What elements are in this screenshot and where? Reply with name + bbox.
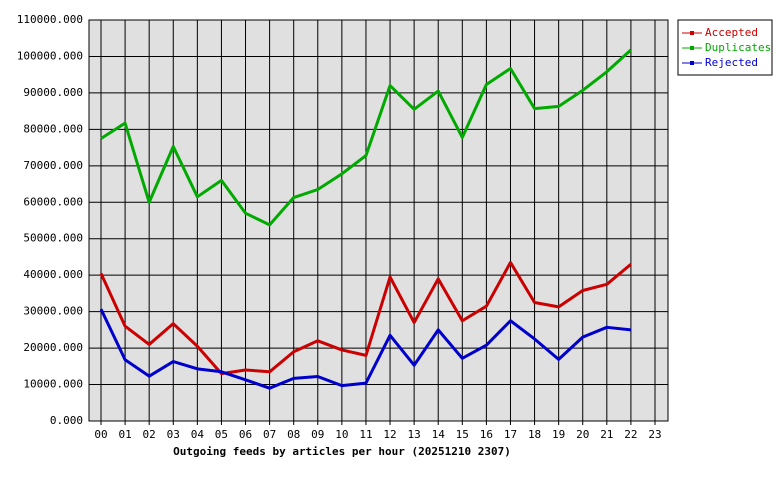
legend-label: Duplicates bbox=[705, 41, 771, 54]
x-axis-label: Outgoing feeds by articles per hour (202… bbox=[173, 445, 511, 458]
x-tick-label: 05 bbox=[215, 428, 228, 441]
x-tick-label: 04 bbox=[191, 428, 205, 441]
x-tick-label: 22 bbox=[624, 428, 637, 441]
x-tick-label: 16 bbox=[480, 428, 493, 441]
x-tick-label: 17 bbox=[504, 428, 517, 441]
x-tick-label: 07 bbox=[263, 428, 276, 441]
y-tick-label: 20000.000 bbox=[23, 341, 83, 354]
x-tick-label: 19 bbox=[552, 428, 565, 441]
y-tick-label: 50000.000 bbox=[23, 232, 83, 245]
x-tick-label: 20 bbox=[576, 428, 589, 441]
y-tick-label: 90000.000 bbox=[23, 86, 83, 99]
y-tick-label: 80000.000 bbox=[23, 122, 83, 135]
x-tick-label: 23 bbox=[648, 428, 661, 441]
x-tick-label: 21 bbox=[600, 428, 613, 441]
x-tick-label: 06 bbox=[239, 428, 252, 441]
y-tick-label: 30000.000 bbox=[23, 305, 83, 318]
y-tick-label: 40000.000 bbox=[23, 268, 83, 281]
x-tick-label: 02 bbox=[143, 428, 156, 441]
legend-marker bbox=[690, 61, 694, 65]
x-tick-label: 15 bbox=[456, 428, 469, 441]
y-tick-label: 110000.000 bbox=[17, 13, 83, 26]
series-line bbox=[99, 308, 632, 390]
x-tick-label: 09 bbox=[311, 428, 324, 441]
x-tick-label: 14 bbox=[432, 428, 446, 441]
legend-marker bbox=[690, 46, 694, 50]
series-line bbox=[100, 48, 632, 227]
y-tick-label: 10000.000 bbox=[23, 378, 83, 391]
x-tick-label: 00 bbox=[94, 428, 107, 441]
y-tick-label: 70000.000 bbox=[23, 159, 83, 172]
y-tick-label: 0.000 bbox=[50, 414, 83, 427]
x-tick-label: 10 bbox=[335, 428, 348, 441]
x-tick-label: 11 bbox=[359, 428, 372, 441]
x-tick-label: 08 bbox=[287, 428, 300, 441]
legend-label: Rejected bbox=[705, 56, 758, 69]
x-tick-label: 13 bbox=[408, 428, 421, 441]
x-tick-label: 03 bbox=[167, 428, 180, 441]
y-tick-label: 100000.000 bbox=[17, 49, 83, 62]
x-tick-label: 01 bbox=[118, 428, 131, 441]
series-line bbox=[99, 260, 632, 376]
x-tick-label: 18 bbox=[528, 428, 541, 441]
y-tick-label: 60000.000 bbox=[23, 195, 83, 208]
legend-label: Accepted bbox=[705, 26, 758, 39]
plot-area bbox=[88, 19, 669, 422]
legend-marker bbox=[690, 31, 694, 35]
x-tick-label: 12 bbox=[383, 428, 396, 441]
